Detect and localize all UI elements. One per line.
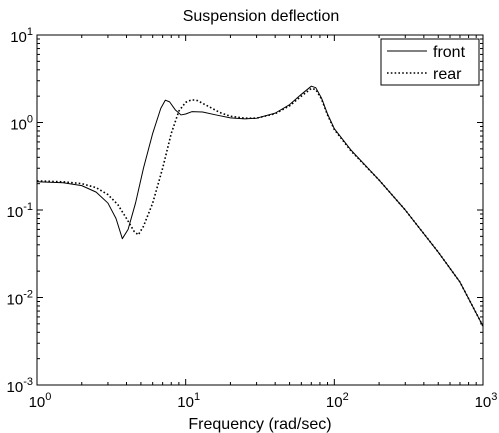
chart-title: Suspension deflection <box>183 8 340 25</box>
legend: front rear <box>380 38 480 86</box>
x-tick-label: 103 <box>475 391 498 411</box>
series-line-rear <box>36 87 484 327</box>
x-tick-label: 101 <box>177 391 200 411</box>
y-tick-label: 100 <box>10 114 33 134</box>
legend-label-front: front <box>433 44 466 61</box>
y-tick-label: 10-3 <box>7 376 33 396</box>
y-tick-label: 101 <box>10 26 33 46</box>
series-layer <box>36 85 484 327</box>
y-tick-label: 10-2 <box>7 289 33 309</box>
y-tick-label: 10-1 <box>7 201 33 221</box>
x-tick-label: 102 <box>326 391 349 411</box>
tick-layer <box>36 34 484 386</box>
legend-box <box>380 38 480 86</box>
tick-label-layer: 100 101 102 103 10-3 10-2 10-1 100 101 <box>7 26 498 411</box>
legend-label-rear: rear <box>433 66 462 83</box>
x-axis-label: Frequency (rad/sec) <box>188 416 331 433</box>
x-tick-label: 100 <box>29 391 52 411</box>
